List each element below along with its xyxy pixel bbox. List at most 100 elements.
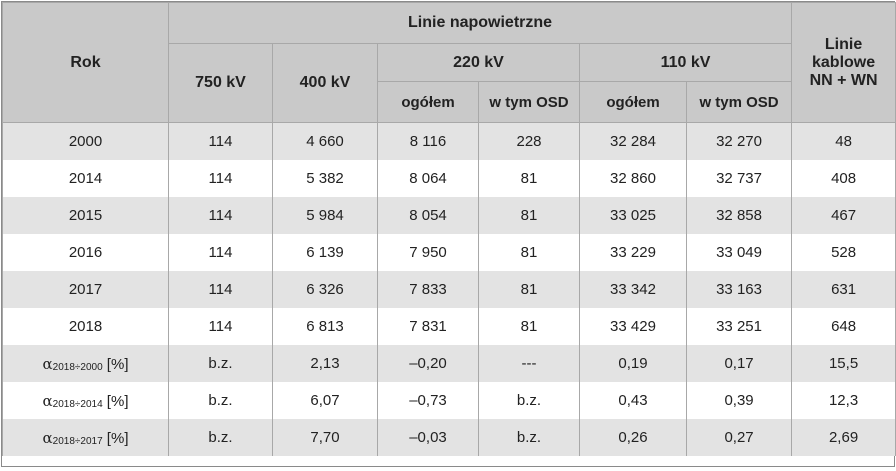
cell-kablowe: 467 [791,197,896,234]
alpha-subscript: 2018÷2017 [52,435,103,447]
cell-110-osd: 32 270 [685,122,793,160]
alpha-unit: [%] [102,355,129,373]
cell-220-osd: 81 [478,234,580,271]
cell-220-ogolem: 8 064 [377,160,479,197]
header-row-3: ogółem w tym OSD ogółem w tym OSD [3,81,896,123]
header-linie-napowietrzne: Linie napowietrzne [167,2,793,44]
cell-110-ogolem: 33 229 [579,234,687,271]
cell-110-ogolem: 32 284 [579,122,687,160]
row-label: 2018 [2,308,169,345]
cell-110-ogolem: 33 429 [579,308,687,345]
table-row-alpha: α2018÷2017 [%] b.z. 7,70 –0,03 b.z. 0,26… [2,419,896,456]
alpha-label: α2018÷2014 [%] [2,382,169,419]
cell-110-osd: 33 251 [685,308,793,345]
header-linie-kablowe: Linie kablowe NN + WN [791,2,896,123]
alpha-label: α2018÷2000 [%] [2,345,169,382]
alpha-subscript: 2018÷2014 [52,398,103,410]
cell-220-ogolem: 8 116 [377,122,479,160]
cell-220-ogolem: 7 831 [377,308,479,345]
cell-220-ogolem: –0,03 [377,419,479,456]
cell-400kv: 5 984 [272,197,378,234]
power-lines-table: Rok Linie napowietrzne Linie kablowe NN … [2,2,896,456]
cell-kablowe: 408 [791,160,896,197]
cell-110-ogolem: 32 860 [579,160,687,197]
table-row-alpha: α2018÷2000 [%] b.z. 2,13 –0,20 --- 0,19 … [2,345,896,382]
cell-750kv: b.z. [168,419,273,456]
cell-220-osd: b.z. [478,382,580,419]
header-linie-kablowe-line1: Linie [824,35,863,53]
alpha-symbol: α [42,354,53,373]
header-220kv: 220 kV [377,43,580,82]
cell-220-ogolem: –0,20 [377,345,479,382]
cell-kablowe: 12,3 [791,382,896,419]
header-row-1: Rok Linie napowietrzne Linie kablowe NN … [2,2,896,123]
cell-110-osd: 0,27 [685,419,793,456]
header-linie-kablowe-line3: NN + WN [809,71,878,89]
cell-110-ogolem: 0,19 [579,345,687,382]
cell-kablowe: 48 [791,122,896,160]
table-row: 2016 114 6 139 7 950 81 33 229 33 049 52… [2,234,896,271]
cell-220-osd: 81 [478,271,580,308]
cell-400kv: 6 326 [272,271,378,308]
cell-400kv: 2,13 [272,345,378,382]
alpha-unit: [%] [102,392,129,410]
row-label: 2000 [2,122,169,160]
row-label: 2014 [2,160,169,197]
cell-220-osd: b.z. [478,419,580,456]
row-label: 2017 [2,271,169,308]
cell-220-osd: 228 [478,122,580,160]
cell-220-ogolem: 8 054 [377,197,479,234]
cell-220-osd: 81 [478,308,580,345]
table-row: 2017 114 6 326 7 833 81 33 342 33 163 63… [2,271,896,308]
table-row: 2014 114 5 382 8 064 81 32 860 32 737 40… [2,160,896,197]
header-220-w-tym-osd: w tym OSD [478,81,580,123]
cell-750kv: 114 [168,308,273,345]
cell-400kv: 7,70 [272,419,378,456]
cell-400kv: 6,07 [272,382,378,419]
header-220-ogolem: ogółem [377,81,479,123]
cell-kablowe: 2,69 [791,419,896,456]
alpha-label: α2018÷2017 [%] [2,419,169,456]
cell-110-osd: 32 858 [685,197,793,234]
cell-kablowe: 528 [791,234,896,271]
alpha-symbol: α [42,428,53,447]
cell-220-ogolem: 7 833 [377,271,479,308]
cell-110-ogolem: 0,43 [579,382,687,419]
header-110-w-tym-osd: w tym OSD [685,81,793,123]
cell-110-osd: 32 737 [685,160,793,197]
cell-110-ogolem: 33 342 [579,271,687,308]
table-row: 2015 114 5 984 8 054 81 33 025 32 858 46… [2,197,896,234]
header-750kv: 750 kV [168,43,273,123]
cell-220-osd: 81 [478,197,580,234]
header-110kv: 110 kV [578,43,793,82]
cell-110-osd: 0,39 [685,382,793,419]
cell-110-osd: 0,17 [685,345,793,382]
cell-kablowe: 648 [791,308,896,345]
cell-750kv: b.z. [168,382,273,419]
cell-220-ogolem: 7 950 [377,234,479,271]
cell-220-osd: --- [478,345,580,382]
alpha-unit: [%] [102,429,129,447]
cell-750kv: b.z. [168,345,273,382]
cell-750kv: 114 [168,160,273,197]
cell-750kv: 114 [168,234,273,271]
cell-750kv: 114 [168,271,273,308]
row-label: 2016 [2,234,169,271]
cell-kablowe: 631 [791,271,896,308]
header-110-ogolem: ogółem [579,81,687,123]
row-label: 2015 [2,197,169,234]
header-400kv: 400 kV [272,43,378,123]
header-rok: Rok [2,2,169,123]
table-row: 2018 114 6 813 7 831 81 33 429 33 251 64… [2,308,896,345]
cell-400kv: 4 660 [272,122,378,160]
cell-110-osd: 33 049 [685,234,793,271]
cell-400kv: 5 382 [272,160,378,197]
cell-750kv: 114 [168,197,273,234]
alpha-symbol: α [42,391,53,410]
table-row: 2000 114 4 660 8 116 228 32 284 32 270 4… [2,122,896,160]
cell-kablowe: 15,5 [791,345,896,382]
cell-400kv: 6 139 [272,234,378,271]
cell-110-osd: 33 163 [685,271,793,308]
cell-220-ogolem: –0,73 [377,382,479,419]
